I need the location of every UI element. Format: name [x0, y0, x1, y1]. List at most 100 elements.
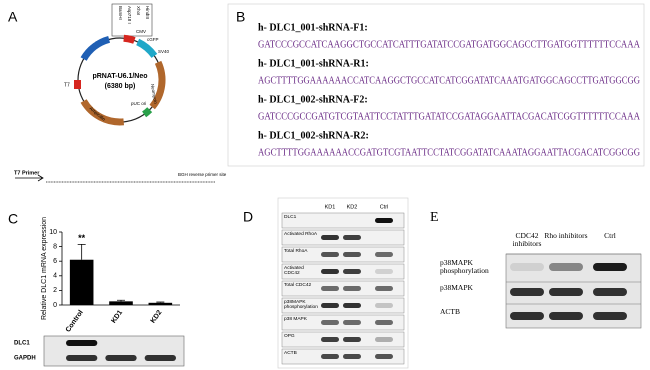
blot-band — [510, 288, 544, 296]
lane-label: Ctrl — [380, 204, 389, 210]
blot-band — [549, 288, 583, 296]
site-box — [111, 3, 153, 37]
blot-row-label: Activated RhoA — [284, 232, 318, 237]
bar — [148, 302, 173, 305]
blot-band — [321, 303, 339, 308]
error-bar — [117, 299, 125, 302]
blot-row-label: p38MAPK phosphorylation — [440, 258, 489, 275]
blot-band — [343, 269, 361, 274]
feature-label: SV40 — [158, 49, 170, 54]
oligo-sequence: GATCCCGCCGATGTCGTAATTCCTATTTGATATCCGATAG… — [258, 111, 641, 122]
primer-label: T7 Primer — [14, 170, 40, 176]
blot-band — [510, 263, 544, 271]
blot-band — [375, 286, 393, 291]
feature-label: cGFP — [147, 37, 159, 42]
blot-strip — [281, 212, 405, 229]
bar — [69, 259, 94, 305]
blot-row-label: GAPDH — [14, 356, 36, 362]
blot-band — [593, 312, 627, 320]
blot-row-label: Activated CDC42 — [284, 266, 304, 277]
site-label: BamHI — [118, 6, 123, 20]
blot-row-label: p38 MAPK — [284, 317, 307, 322]
x-tick-label: KD2 — [150, 309, 164, 325]
plasmid-name: pRNAT-U6.1/Neo — [92, 73, 147, 80]
feature-label: pUC ori — [131, 101, 146, 106]
lane-label: Ctrl — [604, 231, 616, 240]
primer-arrow — [15, 174, 44, 182]
blot-row-label: p38MAPK phosphorylation — [284, 300, 318, 311]
blot-band — [375, 354, 393, 359]
x-tick-label: Control — [65, 309, 85, 333]
blot-band — [375, 269, 393, 274]
amp-segment — [80, 99, 125, 126]
neo-segment — [149, 60, 166, 110]
oligo-name: h- DLC1_001-shRNA-F1: — [258, 22, 368, 33]
y-tick-label: 2 — [53, 287, 57, 294]
panel-b-frame — [227, 3, 645, 167]
blot-band — [343, 286, 361, 291]
blot-row-label: OPG — [284, 334, 295, 339]
lane-label: CDC42 inhibitors — [512, 231, 542, 248]
lane-label: KD1 — [325, 204, 336, 210]
blot-band — [66, 340, 98, 346]
blot-band — [105, 355, 137, 361]
blot-band — [321, 235, 339, 240]
oligo-sequence: AGCTTTTGGAAAAAACCGATGTCGTAATTCCTATCGGATA… — [258, 147, 640, 158]
blot-band — [343, 320, 361, 325]
oligo-name: h- DLC1_002-shRNA-F2: — [258, 94, 368, 105]
blot-band — [375, 252, 393, 257]
blot-band — [593, 263, 627, 271]
blot-band — [593, 288, 627, 296]
blot-band — [343, 303, 361, 308]
blot-frame — [43, 335, 185, 367]
blot-band — [375, 337, 393, 342]
x-tick-label: KD1 — [110, 309, 124, 325]
oligo-sequence: AGCTTTTGGAAAAAACCATCAAGGCTGCCATCATCGGATA… — [258, 75, 640, 86]
significance: ** — [78, 233, 86, 243]
blot-row-label: ACTB — [284, 351, 297, 356]
blot-band — [321, 354, 339, 359]
blot-band — [321, 286, 339, 291]
blot-band — [321, 269, 339, 274]
blot-band — [549, 263, 583, 271]
panel-letter: C — [8, 211, 18, 227]
oligo-name: h- DLC1_001-shRNA-R1: — [258, 58, 369, 69]
blot-row-label: DLC1 — [284, 215, 297, 220]
feature-label: CMV — [136, 29, 146, 34]
oligo-name: h- DLC1_002-shRNA-R2: — [258, 130, 369, 141]
plasmid-size: (6380 bp) — [105, 83, 136, 90]
blot-band — [321, 320, 339, 325]
primer-label: BGH reverse primer site — [178, 172, 227, 177]
blot-band — [375, 303, 393, 308]
lane-label: KD2 — [347, 204, 358, 210]
lane-label: Rho inhibitors — [544, 231, 588, 240]
blot-band — [343, 354, 361, 359]
blot-band — [375, 320, 393, 325]
site-label: HindIII — [145, 6, 150, 19]
blot-row-label: DLC1 — [14, 341, 30, 347]
y-tick-label: 0 — [53, 302, 57, 309]
error-bar — [156, 301, 165, 303]
t7-segment — [74, 80, 81, 89]
feature-label: Neomycin — [150, 84, 158, 105]
blot-row-label: Total CDC42 — [284, 283, 312, 288]
cgfp-segment — [136, 38, 158, 59]
y-axis-label: Relative DLC1 mRNA expression — [41, 217, 48, 320]
site-label: XhoI — [136, 6, 141, 15]
oligo-sequence: GATCCCGCCATCAAGGCTGCCATCATTTGATATCCGATGA… — [258, 39, 641, 50]
y-tick-label: 8 — [53, 243, 57, 250]
blot-band — [343, 235, 361, 240]
blot-band — [375, 218, 393, 223]
cmv-segment — [123, 34, 136, 44]
feature-label: T7 — [64, 82, 70, 88]
bar — [109, 301, 133, 305]
site-label: Asp718 I — [127, 6, 132, 24]
y-tick-label: 10 — [49, 229, 57, 236]
y-tick-label: 4 — [53, 273, 57, 280]
blot-band — [549, 312, 583, 320]
panel-d-frame — [277, 197, 409, 369]
blot-band — [343, 252, 361, 257]
panel-letter: A — [8, 9, 18, 25]
